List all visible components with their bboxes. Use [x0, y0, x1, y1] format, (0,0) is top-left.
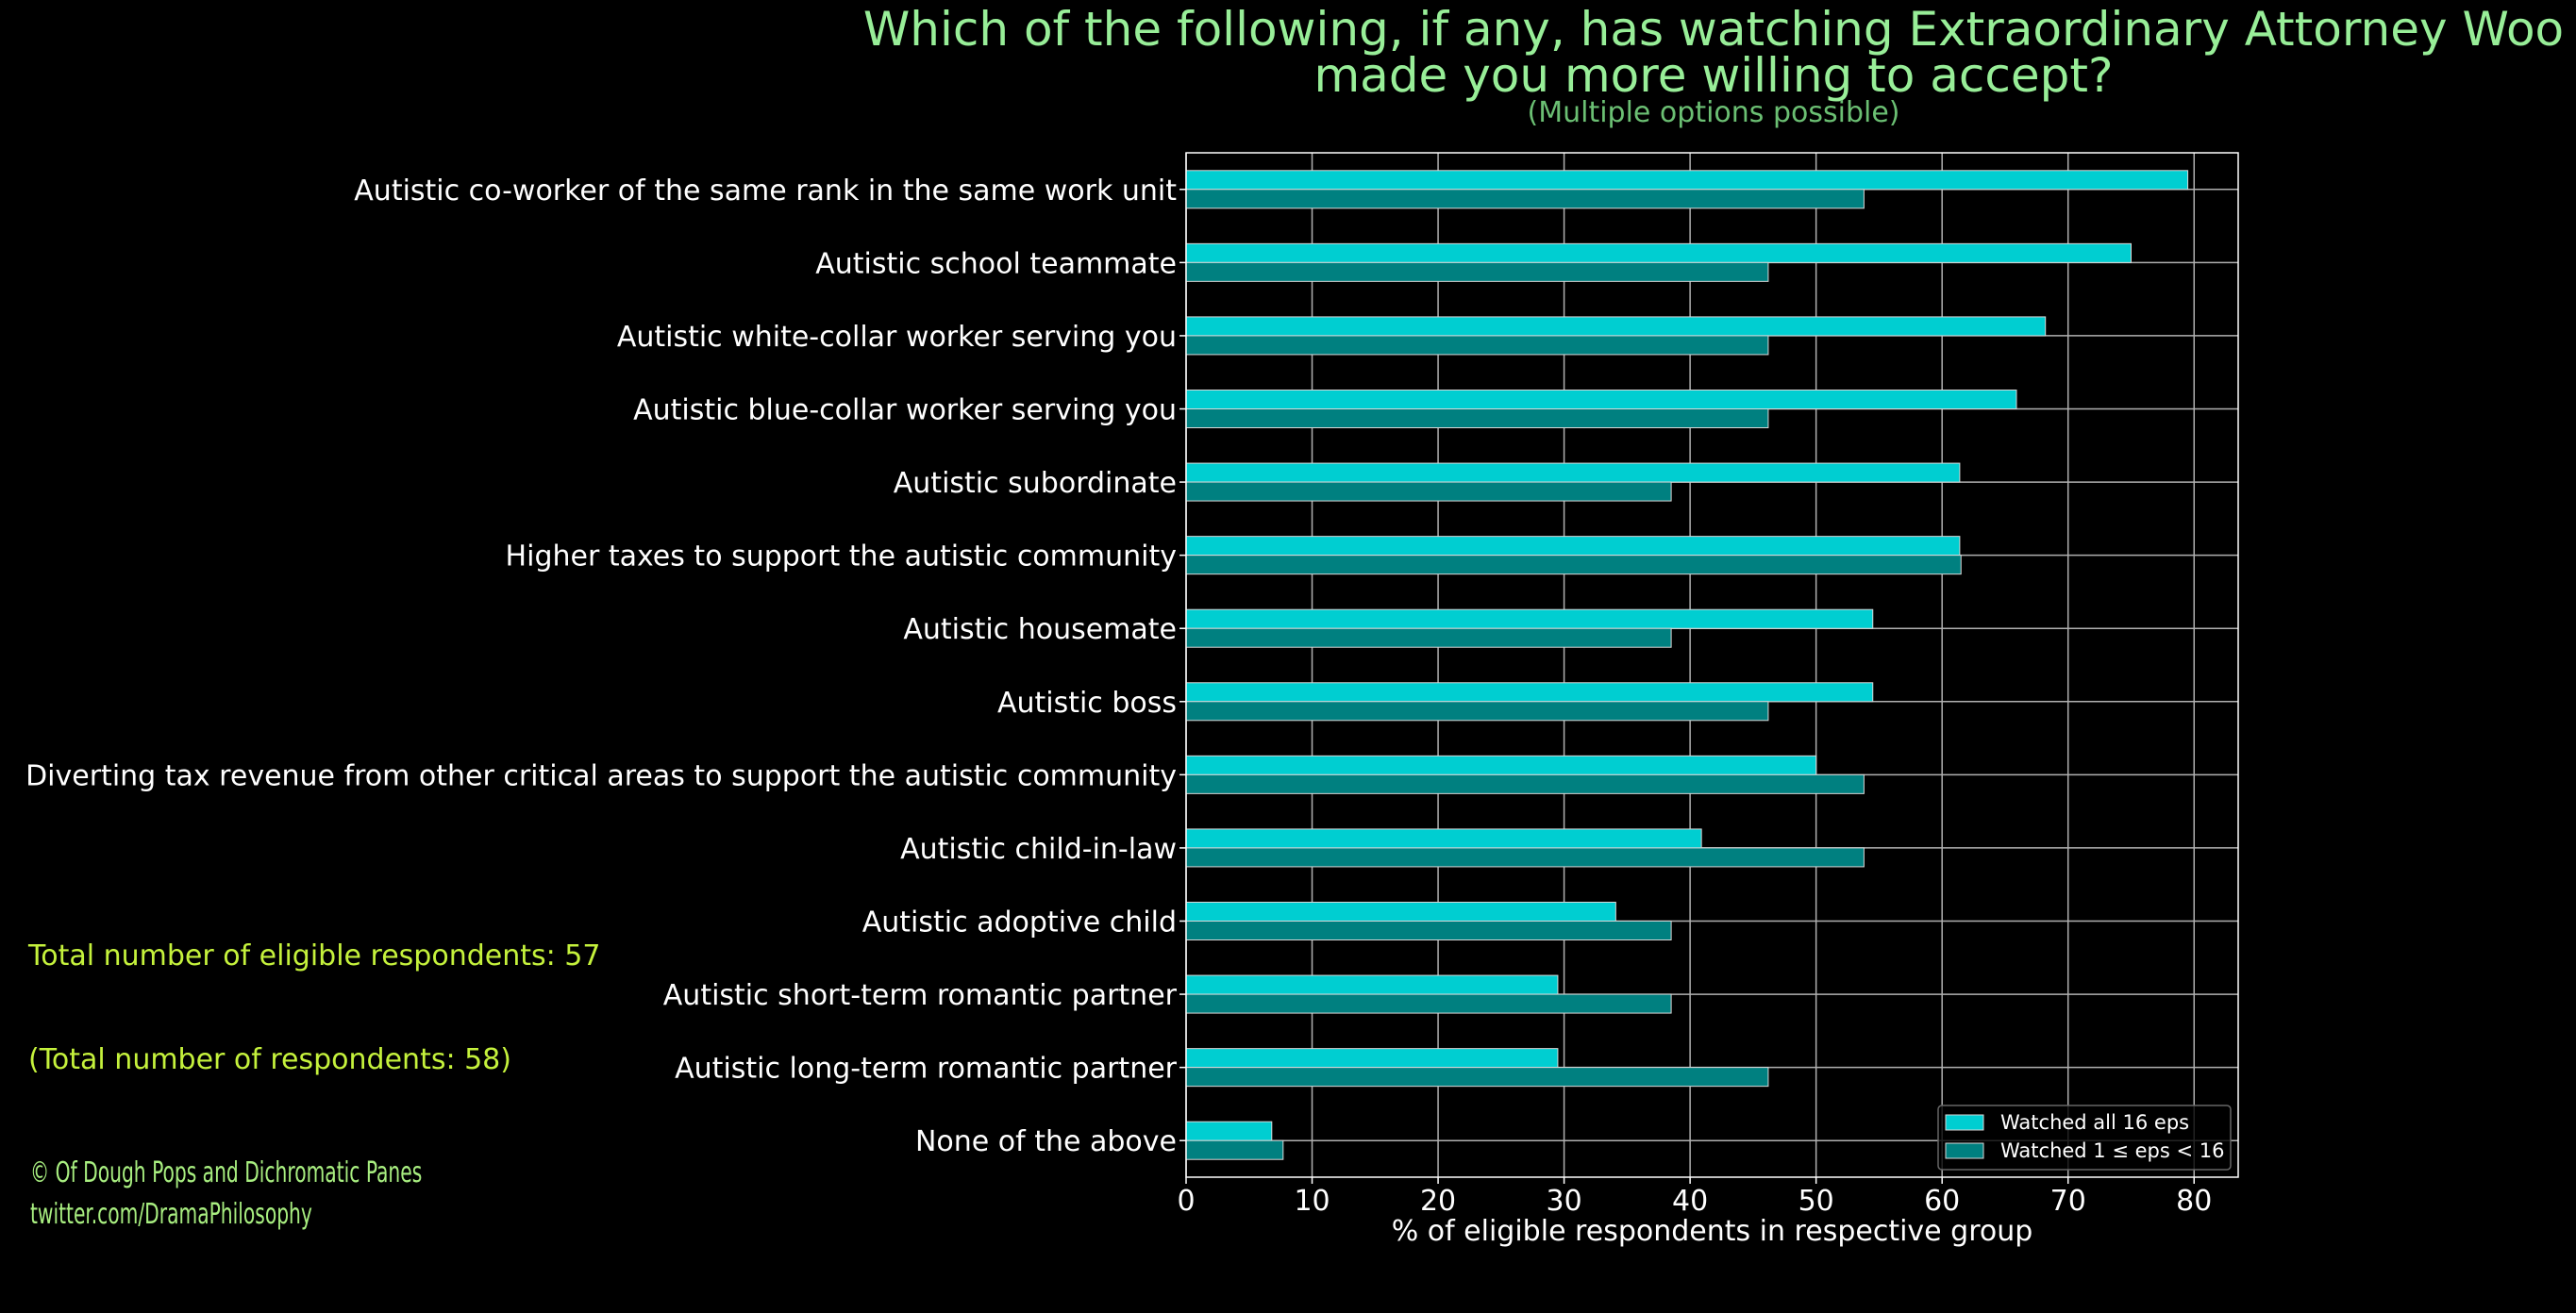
bar-watched-all [1185, 608, 1874, 629]
chart-title-line2: made you more willing to accept? [1313, 48, 2114, 103]
bar-watched-partial [1185, 189, 1865, 209]
bar-watched-all [1185, 242, 2132, 263]
legend-box [1937, 1105, 2232, 1171]
x-tick-label: 40 [1672, 1185, 1708, 1218]
bar-watched-partial [1185, 701, 1769, 722]
x-axis-label: % of eligible respondents in respective … [1392, 1215, 2033, 1248]
y-tick-label: Autistic short-term romantic partner [663, 979, 1178, 1012]
x-tick-label: 50 [1798, 1185, 1834, 1218]
x-tick-label: 10 [1294, 1185, 1330, 1218]
bar-watched-partial [1185, 555, 1962, 575]
y-tick-label: Higher taxes to support the autistic com… [506, 540, 1177, 573]
x-tick-label: 0 [1177, 1185, 1195, 1218]
copyright-credit: © Of Dough Pops and Dichromatic Panes [30, 1156, 423, 1189]
bar-watched-all [1185, 682, 1874, 703]
y-tick-label: None of the above [915, 1125, 1177, 1158]
legend-label: Watched all 16 eps [2000, 1111, 2189, 1134]
chart-subtitle: (Multiple options possible) [1527, 96, 1900, 129]
y-tick-label: Autistic child-in-law [900, 833, 1177, 866]
y-tick-label: Autistic co-worker of the same rank in t… [354, 175, 1177, 208]
y-tick-label: Autistic subordinate [894, 467, 1177, 500]
y-tick-label: Diverting tax revenue from other critica… [25, 759, 1177, 792]
bar-watched-partial [1185, 921, 1672, 940]
legend-swatch [1945, 1142, 1984, 1159]
bar-watched-all [1185, 462, 1961, 483]
plot-frame [1185, 152, 2239, 1178]
bar-watched-all [1185, 170, 2189, 191]
legend: Watched all 16 eps Watched 1 ≤ eps < 16 [1937, 1105, 2232, 1171]
bar-watched-partial [1185, 847, 1865, 868]
bar-watched-partial [1185, 773, 1865, 794]
bar-watched-partial [1185, 335, 1769, 356]
bar-watched-all [1185, 974, 1559, 995]
bar-watched-all [1185, 1048, 1559, 1069]
y-tick-label: Autistic blue-collar worker serving you [633, 394, 1177, 427]
bar-watched-all [1185, 1121, 1273, 1141]
eligible-respondents-note: Total number of eligible respondents: 57 [28, 939, 601, 972]
x-tick-label: 20 [1420, 1185, 1456, 1218]
bar-watched-partial [1185, 1139, 1284, 1160]
bar-watched-all [1185, 902, 1616, 922]
chart-title-line1: Which of the following, if any, has watc… [862, 2, 2565, 57]
bar-watched-partial [1185, 627, 1672, 648]
y-tick-label: Autistic school teammate [815, 247, 1177, 280]
twitter-credit: twitter.com/DramaPhilosophy [30, 1198, 312, 1231]
y-tick-label: Autistic adoptive child [862, 906, 1177, 939]
x-tick-label: 80 [2176, 1185, 2212, 1218]
bar-watched-partial [1185, 993, 1672, 1014]
bar-watched-all [1185, 828, 1702, 849]
y-tick-label: Autistic boss [997, 687, 1177, 720]
bar-watched-all [1185, 536, 1961, 557]
bar-watched-partial [1185, 408, 1769, 428]
bar-watched-partial [1185, 481, 1672, 502]
x-tick-label: 60 [1924, 1185, 1960, 1218]
x-tick-label: 30 [1547, 1185, 1582, 1218]
y-tick-label: Autistic white-collar worker serving you [617, 321, 1177, 354]
bar-watched-partial [1185, 261, 1769, 282]
y-tick-label: Autistic long-term romantic partner [675, 1053, 1178, 1086]
bar-watched-partial [1185, 1067, 1769, 1088]
y-tick-label: Autistic housemate [903, 613, 1177, 646]
legend-label: Watched 1 ≤ eps < 16 [2000, 1139, 2224, 1162]
bar-watched-all [1185, 755, 1817, 775]
x-tick-label: 70 [2050, 1185, 2086, 1218]
legend-swatch [1945, 1114, 1984, 1131]
bar-watched-all [1185, 390, 2017, 409]
bar-watched-all [1185, 316, 2047, 337]
total-respondents-note: (Total number of respondents: 58) [28, 1043, 511, 1076]
